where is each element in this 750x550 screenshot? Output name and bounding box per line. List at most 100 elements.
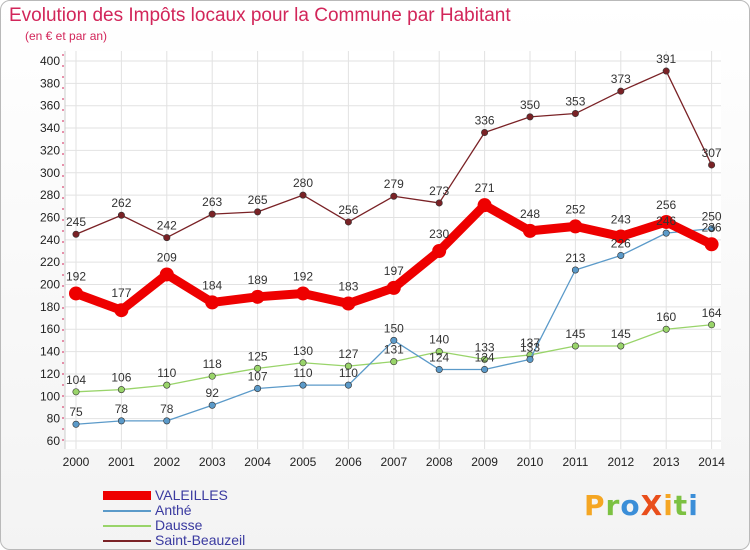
data-point [526, 113, 534, 121]
data-label: 127 [338, 347, 358, 361]
data-point [72, 388, 80, 396]
x-tick-label: 2000 [63, 455, 90, 469]
logo-letter: r [605, 489, 621, 522]
x-tick-label: 2008 [426, 455, 453, 469]
data-label: 256 [338, 203, 358, 217]
data-point [386, 280, 401, 295]
data-point [117, 417, 125, 425]
data-label: 273 [429, 184, 449, 198]
data-label: 213 [565, 251, 585, 265]
data-label: 197 [384, 264, 404, 278]
data-point [114, 303, 129, 318]
data-label: 125 [248, 349, 268, 363]
data-point [208, 372, 216, 380]
data-label: 133 [475, 340, 495, 354]
data-label: 118 [203, 357, 222, 371]
data-label: 164 [702, 306, 722, 320]
x-tick-label: 2004 [244, 455, 271, 469]
data-point [163, 234, 171, 242]
logo-letter: t [673, 489, 689, 522]
data-label: 192 [293, 269, 313, 283]
logo-letter: o [620, 489, 641, 522]
x-tick-label: 2002 [153, 455, 180, 469]
y-tick-label: 300 [40, 166, 60, 180]
y-tick-label: 360 [40, 99, 60, 113]
data-point [299, 381, 307, 389]
y-tick-label: 200 [40, 278, 60, 292]
data-label: 110 [293, 366, 312, 380]
chart-subtitle: (en € et par an) [25, 29, 108, 43]
data-point [69, 286, 83, 301]
data-label: 184 [202, 278, 222, 292]
data-label: 391 [656, 52, 676, 66]
data-point [299, 191, 307, 199]
data-point [571, 266, 579, 274]
legend-swatch [103, 540, 151, 542]
data-point [390, 192, 398, 200]
y-tick-label: 120 [40, 367, 60, 381]
x-tick-label: 2007 [380, 455, 407, 469]
data-label: 350 [520, 98, 540, 112]
data-point [344, 381, 352, 389]
data-point [662, 325, 670, 333]
data-point [254, 208, 262, 216]
data-point [617, 87, 625, 95]
data-point [254, 384, 262, 392]
data-label: 124 [475, 350, 495, 364]
data-label: 236 [702, 220, 722, 234]
data-point [208, 401, 216, 409]
data-label: 192 [66, 269, 86, 283]
data-point [481, 355, 489, 363]
legend-swatch [103, 525, 151, 527]
y-tick-label: 220 [40, 255, 60, 269]
data-point [704, 237, 719, 252]
data-point [296, 286, 310, 301]
x-tick-label: 2005 [290, 455, 317, 469]
data-label: 280 [293, 176, 313, 190]
data-label: 160 [656, 310, 676, 324]
data-label: 353 [565, 95, 585, 109]
y-tick-label: 260 [40, 210, 60, 224]
data-point [72, 420, 80, 428]
y-tick-label: 180 [40, 300, 60, 314]
data-label: 373 [611, 72, 631, 86]
data-label: 106 [111, 371, 131, 385]
data-point [250, 289, 265, 304]
x-tick-label: 2012 [607, 455, 634, 469]
proxiti-logo: ProXiti [584, 489, 699, 522]
data-label: 183 [338, 280, 358, 294]
data-label: 307 [702, 146, 722, 160]
data-label: 110 [157, 366, 176, 380]
data-point [159, 267, 174, 282]
data-point [435, 365, 443, 373]
data-point [526, 355, 534, 363]
data-point [435, 199, 443, 207]
data-point [662, 229, 670, 237]
data-label: 263 [202, 195, 222, 209]
chart-title: Evolution des Impôts locaux pour la Comm… [9, 5, 511, 26]
x-tick-label: 2009 [471, 455, 498, 469]
legend-label: Anthé [155, 502, 192, 518]
data-point [708, 161, 716, 169]
data-point [708, 321, 716, 329]
data-label: 242 [157, 219, 177, 233]
data-label: 107 [248, 369, 268, 383]
data-label: 243 [611, 212, 631, 226]
data-label: 92 [206, 386, 220, 400]
data-point [254, 364, 262, 372]
legend-label: Saint-Beauzeil [155, 532, 246, 548]
data-point [617, 342, 625, 350]
y-tick-label: 100 [40, 389, 60, 403]
x-tick-label: 2003 [199, 455, 226, 469]
data-label: 250 [702, 210, 722, 224]
y-tick-label: 320 [40, 143, 60, 157]
data-point [481, 365, 489, 373]
data-label: 248 [520, 207, 540, 221]
data-label: 75 [69, 405, 83, 419]
y-tick-label: 80 [47, 412, 61, 426]
data-point [523, 223, 537, 238]
data-point [390, 336, 398, 344]
x-tick-label: 2013 [653, 455, 680, 469]
